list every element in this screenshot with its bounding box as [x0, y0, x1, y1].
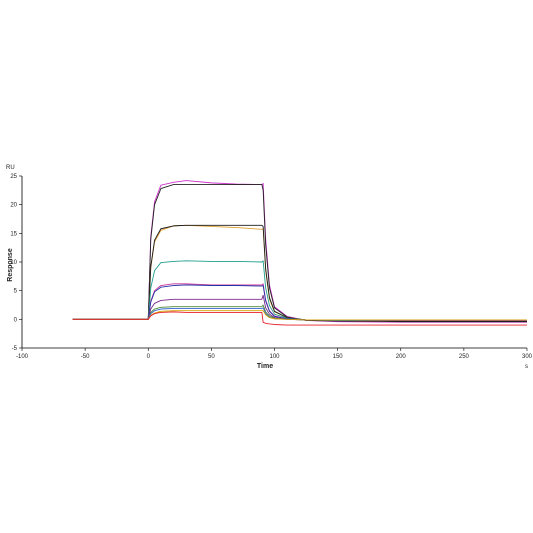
x-tick-label: 300: [522, 354, 533, 360]
y-axis-title: Response: [7, 248, 14, 282]
series-line-4: [72, 224, 527, 322]
x-tick-label: 250: [459, 354, 470, 360]
curves: [72, 180, 527, 326]
y-tick-label: 10: [10, 260, 17, 266]
series-line-11: [72, 310, 527, 321]
series-line-2: [72, 184, 527, 323]
series-line-7: [72, 284, 527, 321]
series-line-9: [72, 304, 527, 321]
y-tick-label: 5: [14, 289, 18, 295]
axis-labels: RU Response Time s: [6, 165, 528, 370]
x-unit-label: s: [525, 364, 528, 370]
x-tick-label: 150: [333, 354, 344, 360]
x-tick-label: -50: [81, 354, 90, 360]
x-tick-label: 50: [208, 354, 215, 360]
series-line-1: [72, 180, 527, 323]
series-line-12: [72, 311, 527, 326]
x-tick-label: -100: [16, 354, 29, 360]
y-tick-label: 25: [10, 174, 17, 180]
y-tick-label: 15: [10, 231, 17, 237]
series-line-6: [72, 283, 527, 321]
x-axis-title: Time: [257, 363, 273, 370]
series-line-8: [72, 294, 527, 321]
series-line-5: [72, 260, 527, 321]
y-tick-label: 20: [10, 203, 17, 209]
y-unit-label: RU: [6, 165, 15, 171]
x-tick-label: 200: [396, 354, 407, 360]
y-tick-label: -5: [12, 346, 18, 352]
series-line-10: [72, 307, 527, 321]
series-line-3: [72, 224, 527, 322]
x-tick-label: 100: [269, 354, 280, 360]
x-tick-label: 0: [147, 354, 151, 360]
y-tick-label: 0: [14, 317, 18, 323]
